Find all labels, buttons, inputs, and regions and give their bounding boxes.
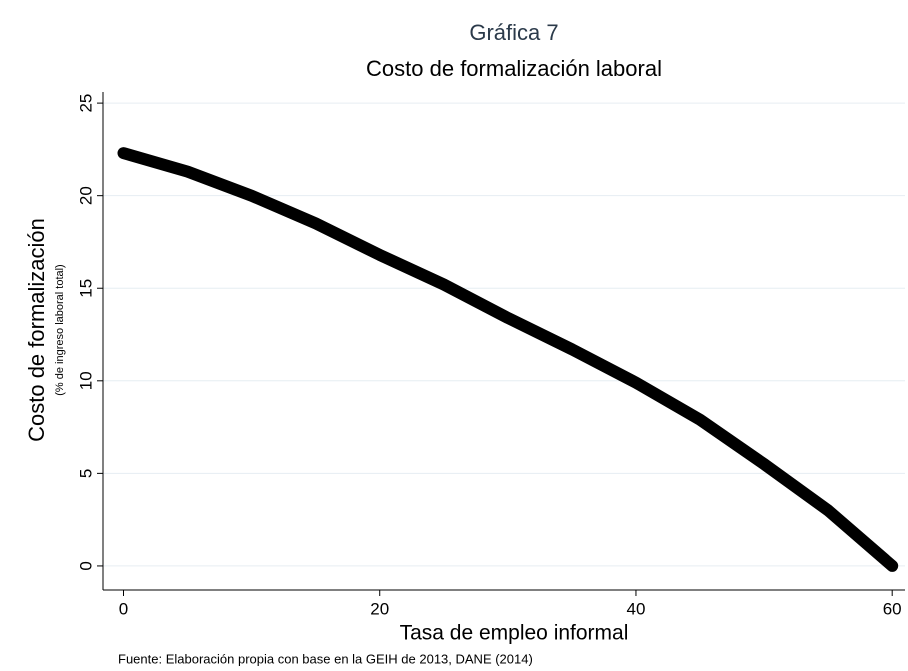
y-axis-sublabel: (% de ingreso laboral total) xyxy=(54,264,66,395)
x-tick-label: 40 xyxy=(626,599,645,618)
x-axis-label: Tasa de empleo informal xyxy=(400,622,629,645)
source-note: Fuente: Elaboración propia con base en l… xyxy=(118,651,533,666)
data-line xyxy=(117,147,899,572)
chart-title: Gráfica 7 xyxy=(469,20,558,45)
y-tick-label: 20 xyxy=(76,186,95,205)
y-axis-label: Costo de formalización xyxy=(24,218,49,442)
y-tick-label: 0 xyxy=(76,561,95,570)
y-tick-label: 15 xyxy=(76,279,95,298)
y-tick-label: 25 xyxy=(76,94,95,113)
chart-subtitle: Costo de formalización laboral xyxy=(366,56,662,81)
x-tick-label: 60 xyxy=(883,599,902,618)
x-tick-label: 20 xyxy=(370,599,389,618)
y-tick-label: 10 xyxy=(76,371,95,390)
y-tick-label: 5 xyxy=(76,469,95,478)
x-tick-label: 0 xyxy=(119,599,128,618)
